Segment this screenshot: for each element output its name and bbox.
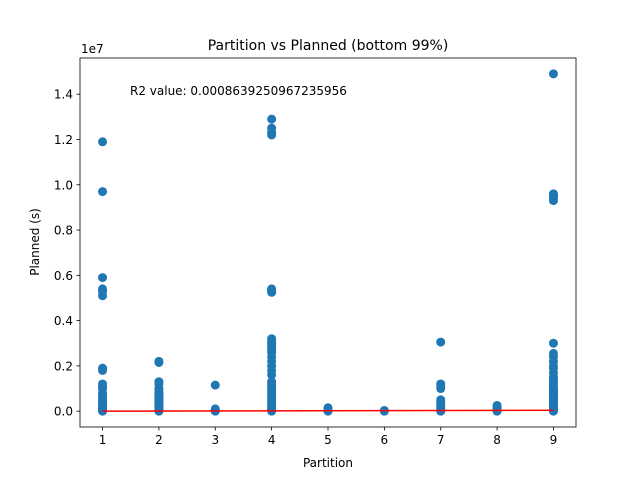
data-point [98, 379, 108, 389]
y-axis-label: Planned (s) [28, 208, 42, 276]
data-point [98, 187, 108, 197]
x-ticks: 1 2 3 4 5 6 7 8 9 [99, 427, 558, 447]
x-tick-label: 2 [155, 433, 163, 447]
y-ticks: 0.0 0.2 0.4 0.6 0.8 1.0 1.2 1.4 [54, 88, 80, 419]
data-point [98, 284, 108, 294]
data-point [492, 400, 502, 410]
data-point [98, 363, 108, 373]
data-point [98, 273, 108, 283]
data-point [548, 348, 558, 358]
data-point [548, 189, 558, 199]
data-point [210, 380, 220, 390]
data-point [267, 114, 277, 124]
y-tick-label: 1.0 [54, 178, 73, 192]
data-point [548, 69, 558, 79]
regression-line [102, 409, 554, 412]
chart-title: Partition vs Planned (bottom 99%) [208, 38, 449, 54]
data-point [154, 377, 164, 387]
y-tick-label: 0.6 [54, 269, 73, 283]
y-tick-label: 0.0 [54, 405, 73, 419]
data-point [436, 395, 446, 405]
fit-line-layer [102, 409, 554, 412]
y-tick-label: 0.4 [54, 314, 73, 328]
data-point [267, 123, 277, 133]
x-tick-label: 5 [324, 433, 332, 447]
data-point [267, 284, 277, 294]
data-point [267, 377, 277, 387]
x-tick-label: 4 [268, 433, 276, 447]
x-tick-label: 9 [550, 433, 558, 447]
x-tick-label: 6 [381, 433, 389, 447]
x-axis-label: Partition [303, 456, 353, 470]
y-offset-label: 1e7 [81, 42, 104, 56]
y-tick-label: 0.8 [54, 224, 73, 238]
r2-annotation: R2 value: 0.0008639250967235956 [130, 84, 347, 98]
data-point [154, 356, 164, 366]
data-point [436, 379, 446, 389]
data-point [98, 137, 108, 147]
data-point [210, 404, 220, 414]
data-point [267, 334, 277, 344]
x-tick-label: 8 [493, 433, 501, 447]
x-tick-label: 1 [99, 433, 107, 447]
y-tick-label: 1.4 [54, 88, 73, 102]
x-tick-label: 3 [211, 433, 219, 447]
data-point [436, 337, 446, 347]
data-point [548, 338, 558, 348]
x-tick-label: 7 [437, 433, 445, 447]
y-tick-label: 0.2 [54, 359, 73, 373]
y-tick-label: 1.2 [54, 133, 73, 147]
